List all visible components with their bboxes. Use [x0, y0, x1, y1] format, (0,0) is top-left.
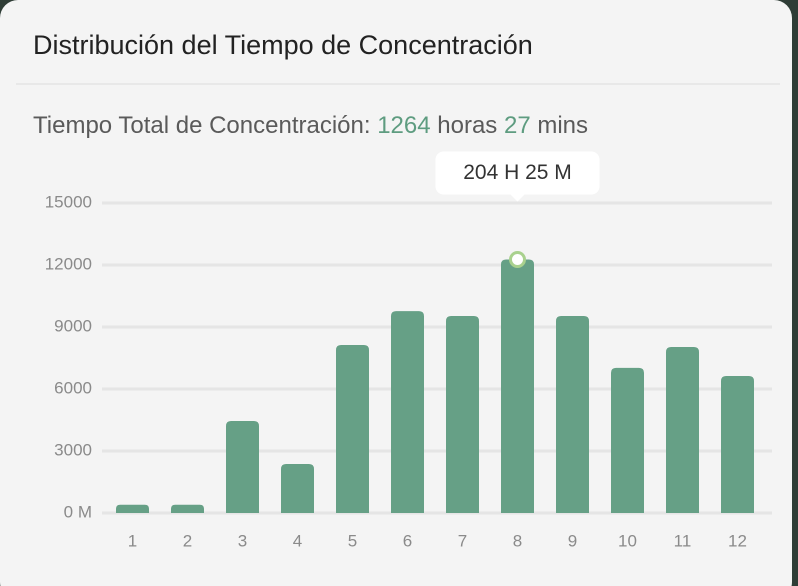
- x-tick-label: 11: [674, 531, 692, 550]
- x-tick-label: 2: [183, 531, 192, 550]
- x-tick-label: 3: [238, 531, 247, 550]
- y-tick-label: 15000: [45, 192, 92, 211]
- x-tick-label: 4: [293, 531, 302, 550]
- y-tick-label: 6000: [54, 378, 92, 397]
- x-tick-label: 5: [348, 531, 357, 550]
- bar: [721, 375, 754, 513]
- x-tick-label: 9: [568, 531, 577, 550]
- bar: [336, 344, 369, 513]
- bar: [611, 367, 644, 513]
- x-tick-label: 6: [403, 531, 412, 550]
- bar: [556, 316, 589, 513]
- x-tick-label: 10: [618, 531, 637, 550]
- chart-title: Distribución del Tiempo de Concentración: [33, 30, 533, 60]
- bar: [171, 504, 204, 513]
- x-tick-label: 7: [458, 531, 467, 550]
- bar: [116, 504, 149, 513]
- bar: [501, 259, 534, 513]
- bar: [666, 347, 699, 513]
- subtitle-prefix: Tiempo Total de Concentración:: [33, 112, 371, 139]
- y-tick-label: 3000: [54, 440, 92, 459]
- subtitle-minutes: 27: [504, 112, 531, 139]
- bar: [281, 464, 314, 513]
- subtitle-hours: 1264: [377, 112, 430, 139]
- x-tick-label: 12: [728, 531, 747, 550]
- bar: [226, 421, 259, 513]
- tooltip-pointer: [510, 194, 525, 202]
- x-tick-label: 8: [513, 531, 522, 550]
- bar: [391, 311, 424, 513]
- subtitle: Tiempo Total de Concentración: 1264 hora…: [33, 112, 588, 139]
- y-tick-label: 12000: [45, 254, 92, 273]
- tooltip-box: [435, 151, 600, 195]
- subtitle-minutes-unit: mins: [537, 112, 588, 139]
- y-tick-label: 0 M: [64, 502, 92, 521]
- x-tick-label: 1: [128, 531, 137, 550]
- tooltip-label: 204 H 25 M: [463, 161, 572, 184]
- subtitle-hours-unit: horas: [437, 112, 497, 139]
- bar: [446, 316, 479, 513]
- y-tick-label: 9000: [54, 316, 92, 335]
- highlight-dot: [509, 251, 526, 269]
